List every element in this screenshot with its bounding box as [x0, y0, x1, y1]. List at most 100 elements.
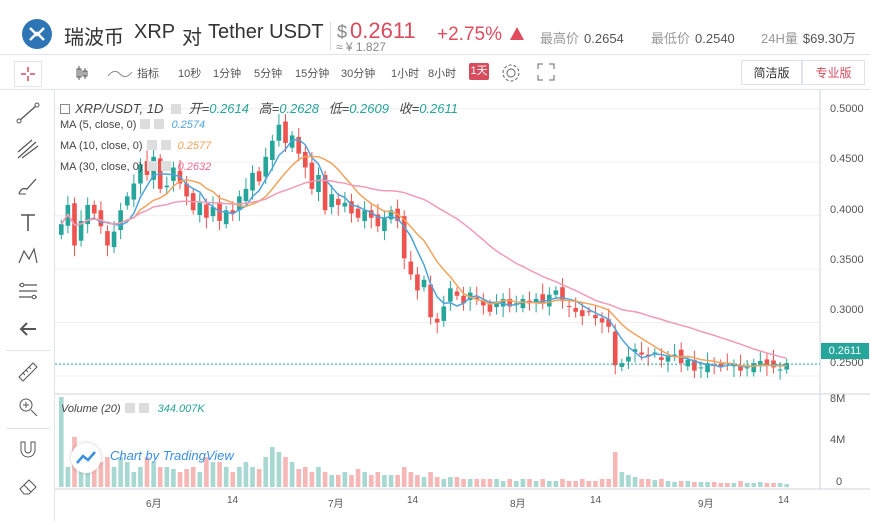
- price-change: +2.75%: [437, 24, 502, 45]
- ma5-value: 0.2574: [171, 119, 206, 131]
- candle-body: [725, 362, 730, 364]
- volume-bar: [533, 481, 539, 487]
- indicators-button[interactable]: 指标: [137, 68, 159, 80]
- tradingview-watermark: Chart by TradingView: [110, 448, 234, 463]
- ma5-remove-icon[interactable]: [154, 119, 165, 129]
- pitchfork-icon[interactable]: [16, 138, 40, 160]
- last-price: $0.2611: [337, 18, 416, 43]
- settings-gear-icon[interactable]: [500, 62, 522, 84]
- candle-body: [467, 292, 473, 301]
- candle-body: [540, 294, 546, 304]
- volume-bar: [302, 467, 308, 487]
- simple-view-button[interactable]: 简洁版: [741, 60, 802, 85]
- collapse-legend-icon[interactable]: [60, 104, 70, 114]
- candle-body: [487, 303, 493, 312]
- candle-body: [91, 204, 97, 214]
- pattern-icon[interactable]: [16, 245, 40, 267]
- ma5-settings-icon[interactable]: [140, 119, 151, 129]
- candle-body: [731, 365, 737, 367]
- candle-body: [190, 193, 196, 211]
- volume-bar: [157, 467, 163, 487]
- candle-body: [368, 210, 374, 218]
- candle-body: [573, 308, 578, 312]
- interval-1h[interactable]: 1小时: [391, 68, 420, 80]
- volume-bar: [375, 472, 381, 487]
- brush-icon[interactable]: [16, 175, 40, 197]
- y-tick-label: 0.2500: [830, 357, 864, 369]
- volume-bar: [751, 483, 757, 487]
- volume-bar: [579, 479, 585, 487]
- candle-body: [672, 354, 677, 356]
- drawing-toolbar: [0, 90, 55, 521]
- interval-30m[interactable]: 30分钟: [341, 68, 376, 80]
- volume-bar: [692, 482, 697, 487]
- volume-bar: [395, 475, 400, 487]
- candle-body: [65, 204, 71, 226]
- legend-open: 0.2614: [209, 101, 249, 116]
- volume-bar: [758, 482, 763, 487]
- candle-body: [111, 231, 117, 248]
- candle-body: [124, 196, 130, 206]
- x-tick-label: 14: [227, 495, 239, 506]
- ma30-settings-icon[interactable]: [146, 161, 157, 171]
- text-tool-icon[interactable]: [16, 211, 40, 233]
- volume-bar: [230, 472, 236, 487]
- interval-15m[interactable]: 15分钟: [295, 68, 330, 80]
- volume-bar: [586, 481, 592, 487]
- interval-8h[interactable]: 8小时: [428, 68, 457, 80]
- trendline-icon[interactable]: [16, 102, 40, 124]
- y-tick-label: 0.5000: [830, 103, 864, 115]
- volume-bar: [349, 475, 354, 487]
- moving-averages: [60, 138, 787, 368]
- volume-bar: [514, 481, 519, 487]
- candle-body: [270, 140, 275, 161]
- candle-type-icon[interactable]: [75, 65, 89, 81]
- visibility-icon[interactable]: [171, 104, 182, 114]
- candle-body: [197, 202, 203, 216]
- candle-body: [401, 216, 407, 259]
- volume-bar: [250, 467, 255, 487]
- ma10-remove-icon[interactable]: [160, 140, 171, 150]
- interval-5m[interactable]: 5分钟: [254, 68, 283, 80]
- fib-retracement-icon[interactable]: [16, 281, 40, 303]
- volume-bar: [777, 483, 783, 487]
- crosshair-cursor-icon[interactable]: [14, 61, 42, 87]
- candle-body: [586, 311, 592, 313]
- volume-bar: [243, 462, 249, 487]
- fullscreen-icon[interactable]: [537, 63, 555, 81]
- zoom-in-icon[interactable]: [16, 396, 40, 418]
- candle-body: [777, 369, 783, 371]
- interval-1m[interactable]: 1分钟: [213, 68, 242, 80]
- candle-body: [639, 352, 644, 355]
- indicator-wave-icon[interactable]: [106, 66, 134, 80]
- legend-low: 0.2609: [349, 101, 389, 116]
- interval-1d-active[interactable]: 1天: [469, 63, 489, 80]
- ma10-settings-icon[interactable]: [146, 140, 157, 150]
- candle-body: [289, 135, 295, 148]
- volume-settings-icon[interactable]: [124, 403, 135, 413]
- candle-body: [296, 137, 302, 154]
- candle-body: [481, 300, 486, 306]
- candle-body: [316, 174, 321, 193]
- candle-body: [533, 298, 539, 302]
- volume-bar: [507, 479, 513, 487]
- candle-body: [678, 349, 684, 364]
- candle-body: [448, 288, 453, 302]
- ma30-remove-icon[interactable]: [160, 161, 171, 171]
- magnet-icon[interactable]: [16, 438, 40, 460]
- volume-bar: [467, 479, 473, 487]
- volume-bar: [626, 475, 631, 487]
- volume-remove-icon[interactable]: [138, 403, 149, 413]
- volume-bar: [520, 479, 526, 487]
- back-arrow-icon[interactable]: [16, 318, 40, 340]
- candle-body: [230, 210, 236, 214]
- candle-body: [632, 349, 638, 352]
- pair-header: 瑞波币 XRP 对 Tether USDT $0.2611 ≈ ¥ 1.827 …: [0, 0, 870, 55]
- eraser-icon[interactable]: [16, 474, 40, 496]
- ruler-icon[interactable]: [16, 360, 40, 382]
- candle-body: [98, 210, 104, 227]
- interval-10s[interactable]: 10秒: [178, 68, 202, 80]
- ma5-line: [60, 138, 787, 368]
- legend-close: 0.2611: [419, 101, 458, 116]
- pro-view-button[interactable]: 专业版: [802, 60, 865, 85]
